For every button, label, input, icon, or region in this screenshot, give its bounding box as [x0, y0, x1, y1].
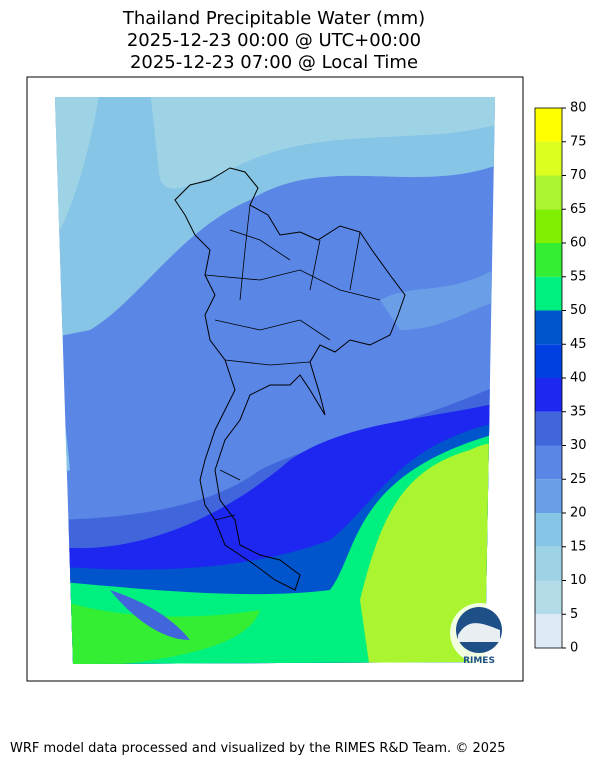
- tick-label: 60: [570, 236, 587, 251]
- tick-label: 30: [570, 438, 587, 453]
- colorbar-box: [535, 175, 562, 210]
- tick-label: 45: [570, 337, 587, 352]
- tick-label: 5: [570, 607, 578, 622]
- colorbar-box: [535, 479, 562, 513]
- map: RIMES: [55, 97, 510, 666]
- tick-label: 25: [570, 472, 587, 487]
- title: 2025-12-23 07:00 @ Local Time: [130, 52, 418, 73]
- tick-label: 65: [570, 202, 587, 217]
- tick-label: 70: [570, 168, 587, 183]
- colorbar-box: [535, 378, 562, 412]
- colorbar-box: [535, 209, 562, 243]
- colorbar-box: [535, 513, 562, 547]
- colorbar-box: [535, 614, 562, 648]
- tick-label: 35: [570, 404, 587, 419]
- colorbar-box: [535, 276, 562, 311]
- map-frame: [26, 76, 524, 682]
- colorbar-box: [535, 310, 562, 345]
- colorbar-box: [535, 580, 562, 615]
- footer: WRF model data processed and visualized …: [10, 741, 506, 756]
- logo-text: RIMES: [463, 656, 495, 666]
- colorbar-box: [535, 411, 562, 446]
- tick-label: 10: [570, 573, 587, 588]
- colorbar-box: [535, 546, 562, 581]
- title: 2025-12-23 00:00 @ UTC+00:00: [127, 30, 421, 51]
- tick-label: 55: [570, 269, 587, 284]
- colorbar-box: [535, 243, 562, 277]
- tick-label: 40: [570, 371, 587, 386]
- colorbar-box: [535, 445, 562, 480]
- title: Thailand Precipitable Water (mm): [122, 8, 425, 29]
- tick-label: 0: [570, 641, 578, 656]
- colorbar-box: [535, 141, 562, 176]
- tick-label: 20: [570, 506, 587, 521]
- colorbar-box: [535, 108, 562, 142]
- colorbar: 0 5 10 15 20 25 30 35 40 45 50 55 60 65 70 75 80: [534, 101, 587, 656]
- tick-label: 80: [570, 101, 587, 116]
- tick-label: 15: [570, 539, 587, 554]
- colorbar-box: [535, 344, 562, 378]
- tick-label: 50: [570, 303, 587, 318]
- tick-label: 75: [570, 134, 587, 149]
